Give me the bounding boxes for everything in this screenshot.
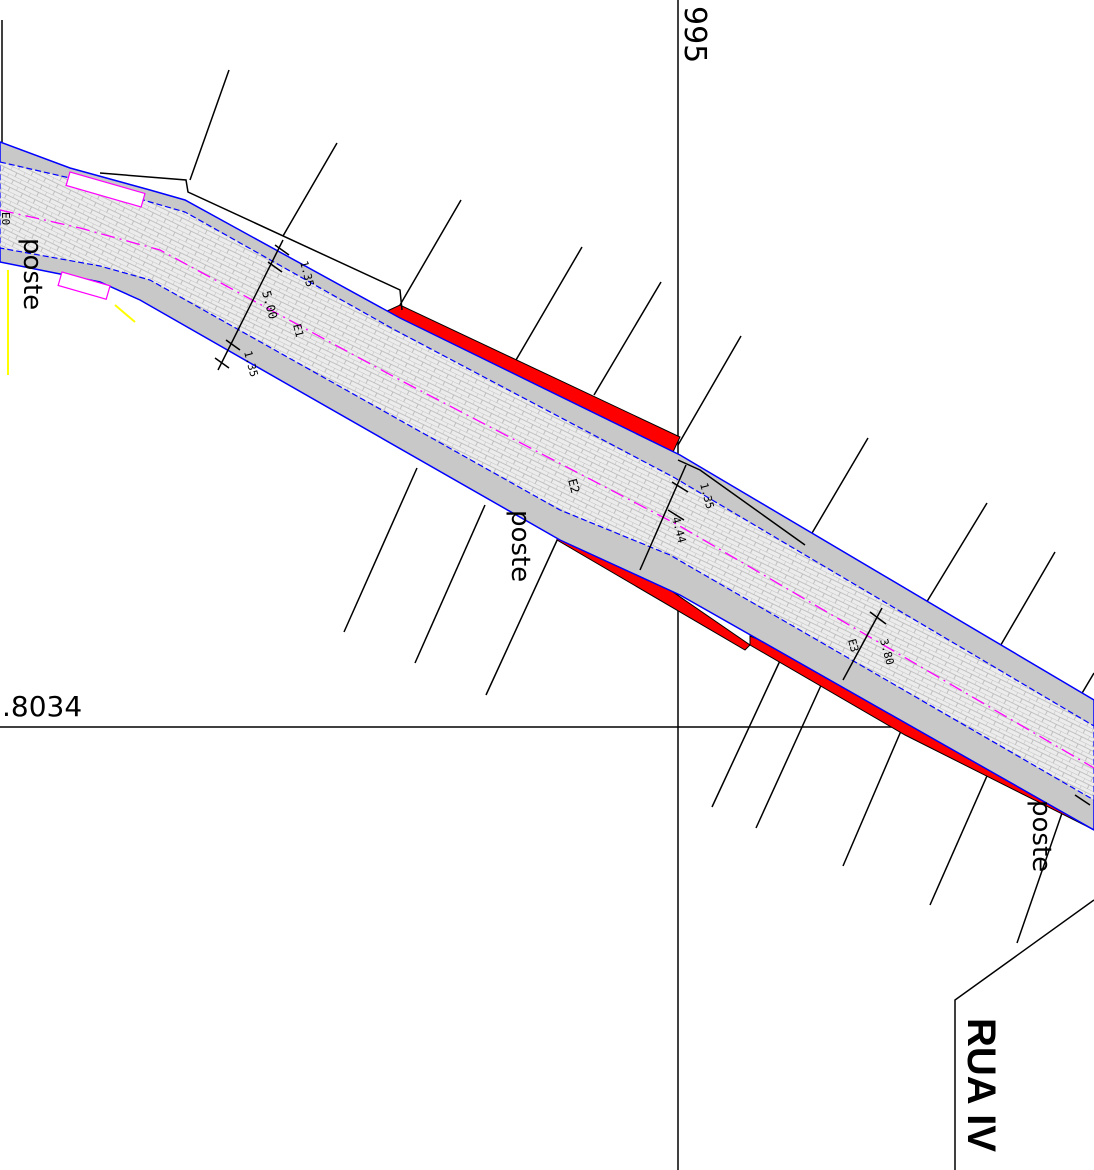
poste-label-3: poste bbox=[1026, 800, 1056, 872]
dimension-lines bbox=[214, 239, 1091, 806]
property-boundary-top-2 bbox=[677, 459, 806, 546]
dim-e2: E2 bbox=[565, 477, 582, 495]
slope-lines-bottom bbox=[343, 467, 1071, 944]
property-boundary-top bbox=[99, 172, 403, 311]
grid-label-horizontal: .8034 bbox=[2, 690, 82, 723]
ramp-markers bbox=[57, 171, 146, 300]
poste-label-1: poste bbox=[17, 238, 47, 310]
poste-label-2: poste bbox=[505, 510, 535, 582]
roadway bbox=[0, 161, 1094, 801]
dim-e0: E0 bbox=[0, 212, 12, 225]
dim-e3: E3 bbox=[845, 637, 861, 653]
yellow-marker-2 bbox=[114, 304, 136, 323]
dim-e1: E1 bbox=[290, 322, 306, 338]
grid-label-vertical: 995 bbox=[677, 6, 712, 63]
slope-lines-top bbox=[189, 69, 1094, 706]
street-name: RUA IV bbox=[959, 1018, 1003, 1152]
street-label-box bbox=[954, 899, 1094, 1170]
